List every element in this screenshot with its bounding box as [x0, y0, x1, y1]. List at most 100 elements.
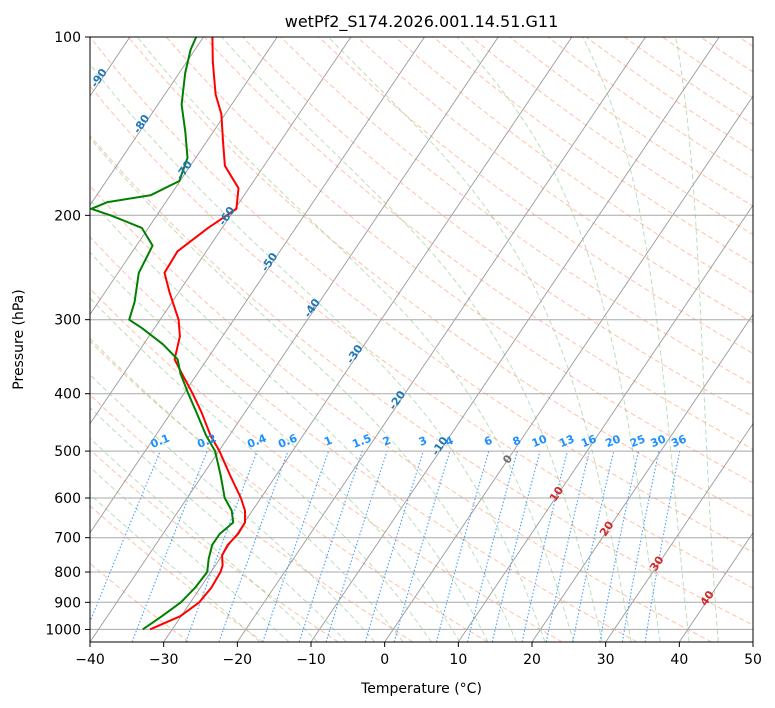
- background-lines: [0, 37, 753, 642]
- mixing-ratio-line: [364, 450, 424, 642]
- isotherm-label: -90: [88, 66, 110, 90]
- dry-adiabat: [623, 37, 753, 125]
- dry-adiabat: [90, 134, 753, 626]
- mixing-ratio-label: 36: [669, 432, 688, 450]
- isotherm: [90, 37, 352, 425]
- dry-adiabat: [90, 287, 563, 642]
- x-tick-label: 50: [744, 652, 762, 668]
- dry-adiabat: [738, 37, 753, 47]
- mixing-ratio-label: 20: [603, 432, 622, 450]
- isotherm: [236, 37, 646, 642]
- y-tick-label: 900: [54, 595, 81, 611]
- inline-labels: -100-90-80-70-60-50-40-30-20-10010203040…: [88, 66, 717, 608]
- moist-adiabat: [582, 37, 690, 642]
- x-tick-label: 40: [670, 652, 688, 668]
- plot-frame: [89, 36, 754, 643]
- dry-adiabat: [280, 37, 753, 386]
- y-tick-label: 800: [54, 565, 81, 581]
- mixing-ratio-line: [90, 450, 161, 624]
- x-tick-label: 10: [449, 652, 467, 668]
- x-axis-label: Temperature (°C): [360, 681, 482, 697]
- isotherm: [0, 37, 56, 642]
- mixing-ratio-line: [572, 450, 615, 642]
- x-tick-label: 20: [523, 652, 541, 668]
- dry-adiabat: [90, 394, 414, 642]
- isotherm-label: -70: [173, 158, 195, 182]
- isotherm: [605, 422, 753, 642]
- dry-adiabat: [90, 185, 712, 642]
- profile-curves: [90, 37, 246, 631]
- y-ticks: 100 200 300 400 500 600 700 800 900 1000: [45, 30, 90, 638]
- moist-adiabat: [90, 337, 404, 642]
- mixing-ratio-line: [466, 450, 518, 642]
- y-tick-label: 100: [54, 30, 81, 46]
- moist-adiabat: [90, 137, 517, 642]
- mixing-ratio-label: 25: [628, 432, 647, 450]
- isotherm: [678, 531, 753, 642]
- pressure-gridlines: [90, 37, 753, 630]
- moist-adiabat: [90, 297, 432, 642]
- dry-adiabat: [90, 562, 190, 642]
- mixing-ratio-line: [621, 450, 660, 642]
- mixing-ratio-line: [262, 450, 330, 642]
- mixing-ratio-line: [218, 450, 289, 642]
- dry-adiabat: [127, 37, 753, 518]
- y-tick-label: 1000: [45, 622, 81, 638]
- mixing-ratio-label: 13: [557, 432, 576, 450]
- mixing-ratio-line: [599, 450, 639, 642]
- temperature-line: [149, 37, 246, 631]
- mixing-ratio-label: 6: [482, 434, 494, 449]
- y-tick-label: 500: [54, 444, 81, 460]
- dry-adiabat: [318, 37, 753, 354]
- moist-adiabat: [90, 373, 376, 642]
- mixing-ratio-line: [325, 450, 388, 642]
- mixing-ratio-label: 0.6: [276, 431, 299, 450]
- moist-adiabat: [90, 466, 290, 642]
- y-tick-label: 400: [54, 387, 81, 403]
- moist-adiabat: [456, 37, 661, 642]
- mixing-ratio-label: 30: [649, 432, 668, 450]
- mixing-ratio-label: 8: [511, 434, 523, 449]
- y-tick-label: 600: [54, 491, 81, 507]
- mixing-ratio-label: 3: [417, 434, 429, 449]
- x-tick-label: −40: [75, 652, 105, 668]
- mixing-ratio-label: 0.2: [195, 432, 218, 451]
- dry-adiabat: [394, 37, 753, 294]
- y-tick-label: 700: [54, 531, 81, 547]
- y-axis-label: Pressure (hPa): [11, 289, 27, 389]
- mixing-ratio-line: [185, 450, 258, 642]
- mixing-ratio-line: [298, 450, 363, 642]
- isotherm: [90, 37, 278, 316]
- dry-adiabat: [433, 37, 753, 265]
- isotherm: [90, 37, 499, 642]
- isotherm: [752, 641, 753, 642]
- mixing-ratio-label: 0.4: [245, 431, 268, 450]
- moist-adiabat: [221, 37, 603, 642]
- x-ticks: −40 −30 −20 −10 0 10 20 30 40 50: [75, 642, 762, 668]
- dry-adiabat: [90, 37, 753, 553]
- mixing-ratio-label: 16: [579, 432, 598, 450]
- dry-adiabat: [90, 340, 488, 642]
- dewpoint-line: [90, 37, 235, 631]
- moist-adiabat: [675, 37, 719, 642]
- moist-adiabat: [90, 251, 461, 642]
- moist-adiabat: [90, 437, 319, 642]
- moist-adiabat: [90, 406, 347, 642]
- dry-adiabat: [90, 449, 339, 642]
- dry-adiabat: [356, 37, 753, 324]
- isotherm: [457, 204, 753, 642]
- moist-adiabat: [328, 37, 632, 642]
- x-tick-label: −20: [223, 652, 253, 668]
- isotherm: [310, 37, 720, 642]
- mixing-ratio-line: [393, 450, 451, 642]
- isotherm-label: -80: [131, 112, 153, 136]
- moist-adiabat: [136, 37, 575, 642]
- mixing-ratio-label: 1: [322, 434, 334, 449]
- mixing-ratio-line: [545, 450, 591, 642]
- moist-adiabat: [90, 493, 261, 642]
- mixing-ratio-line: [435, 450, 490, 642]
- mixing-ratio-label: 10: [530, 432, 549, 450]
- isotherm: [531, 313, 753, 642]
- dry-adiabat: [662, 37, 753, 99]
